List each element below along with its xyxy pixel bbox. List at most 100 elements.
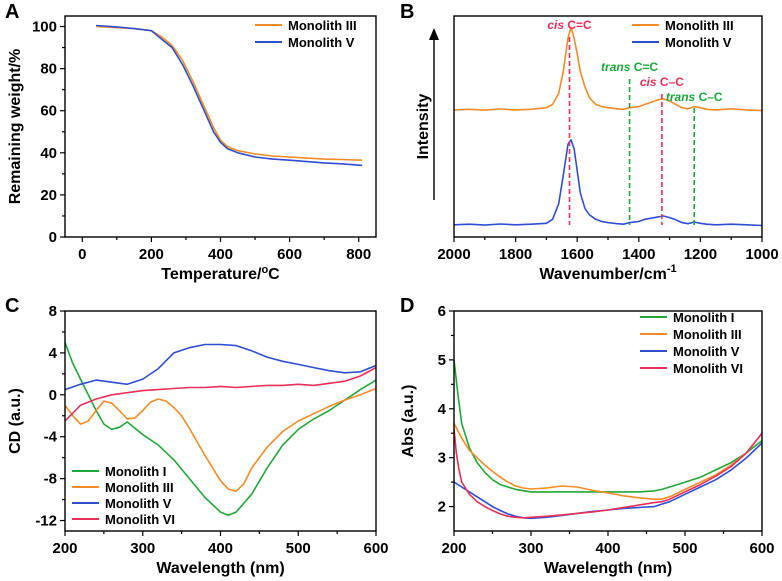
panel-c-series-monolith-i: [65, 342, 376, 517]
panel-d-x-tick-label: 500: [672, 540, 697, 557]
panel-c-y-tick-label: 8: [49, 303, 57, 320]
panel-c-y-tick-label: 0: [49, 387, 57, 404]
panel-d-y-tick-label: 4: [438, 401, 447, 418]
panel-a-series-group: [96, 24, 363, 167]
panel-a-legend-label: Monolith V: [288, 35, 355, 50]
panel-a-y-tick-label: 80: [40, 61, 57, 78]
panel-c-series-monolith-vi: [65, 366, 376, 422]
panel-b-annotation-label: trans C=C: [601, 60, 658, 74]
panel-d-y-tick-label: 3: [438, 450, 446, 467]
panel-d-y-tick-label: 2: [438, 499, 446, 516]
panel-d: D 200 300 400 500 600 2 3 4 5 6 Wavelength (nm) Abs …: [400, 295, 775, 577]
panel-c-y-tick-label: 4: [49, 345, 58, 362]
panel-c-y-tick-label: -4: [44, 429, 58, 446]
panel-d-x-tick-label: 300: [518, 540, 543, 557]
panel-a-x-tick-label: 400: [208, 246, 233, 263]
panel-b-x-tick-label: 1600: [561, 246, 594, 263]
panel-d-series-monolith-i: [454, 359, 762, 493]
panel-a-x-tick-label: 200: [139, 246, 164, 263]
panel-d-legend-label: Monolith V: [673, 344, 740, 359]
panel-a-y-tick-label: 40: [40, 145, 57, 162]
panel-b-annotation-italic: cis: [547, 18, 564, 32]
panel-b-x-tick-label: 1800: [499, 246, 532, 263]
panel-b-x-axis-title: Wavenumber/cm-1: [539, 263, 676, 283]
panel-a-x-axis-title: Temperature/oC: [161, 264, 280, 283]
panel-b-xlabel-base: Wavenumber/cm: [539, 266, 666, 283]
panel-c-legend-label: Monolith VI: [105, 512, 175, 527]
panel-d-legend-label: Monolith VI: [673, 361, 743, 376]
panel-b-series-monolith-v: [454, 139, 762, 227]
panel-b-x-tick-label: 1000: [745, 246, 778, 263]
panel-a-y-tick-label: 60: [40, 103, 57, 120]
panel-c-x-tick-label: 300: [130, 540, 155, 557]
panel-a-y-tick-label: 0: [49, 229, 57, 246]
panel-d-legend-label: Monolith III: [673, 327, 742, 342]
panel-a-xlabel-unit: C: [268, 266, 280, 283]
panel-a-letter: A: [5, 1, 19, 23]
panel-a-xlabel-degree: o: [261, 264, 268, 276]
panel-c-letter: C: [5, 295, 19, 317]
panel-d-x-tick-label: 400: [595, 540, 620, 557]
panel-a-x-tick-label: 800: [346, 246, 371, 263]
panel-c-x-tick-label: 400: [208, 540, 233, 557]
panel-b-annotation-rest: C=C: [564, 18, 592, 32]
panel-d-x-tick-label: 600: [749, 540, 774, 557]
panel-d-y-axis-title: Abs (a.u.): [400, 385, 417, 458]
intensity-arrow-head: [429, 28, 439, 40]
panel-d-series-monolith-v: [454, 442, 762, 520]
panel-c-y-tick-label: -8: [44, 471, 57, 488]
panel-b-annotation-italic: trans: [666, 90, 696, 104]
panel-d-legend-label: Monolith I: [673, 310, 734, 325]
panel-d-x-tick-label: 200: [441, 540, 466, 557]
panel-d-x-axis-title: Wavelength (nm): [544, 560, 672, 577]
panel-c-x-tick-label: 500: [286, 540, 311, 557]
panel-a-x-tick-label: 600: [277, 246, 302, 263]
panel-a-x-tick-label: 0: [78, 246, 86, 263]
panel-b-letter: B: [400, 1, 414, 23]
panel-c-x-tick-label: 200: [52, 540, 77, 557]
panel-b-annotation-rest: C=C: [630, 60, 658, 74]
panel-b-series-monolith-iii: [454, 26, 762, 112]
panel-d-series-monolith-iii: [454, 423, 762, 501]
panel-c-series-monolith-iii: [65, 387, 376, 493]
panel-b-y-axis-title: Intensity: [415, 94, 432, 160]
panel-a-y-axis-title: Remaining weight/%: [7, 49, 24, 205]
panel-c-y-axis-title: CD (a.u.): [7, 388, 24, 454]
panel-b-xlabel-sup: -1: [667, 263, 677, 275]
panel-b-legend-label: Monolith III: [665, 18, 734, 33]
panel-a-legend-label: Monolith III: [288, 18, 357, 33]
panel-a-series-monolith-v: [96, 24, 363, 167]
panel-b-series-group: [454, 26, 762, 227]
panel-d-series-group: [454, 359, 762, 520]
panel-c-x-tick-label: 600: [363, 540, 388, 557]
panel-a-y-tick-label: 20: [40, 187, 57, 204]
panel-b-annotation-label: trans C–C: [666, 90, 723, 104]
panel-c-series-monolith-v: [65, 343, 376, 391]
panel-d-letter: D: [400, 295, 414, 317]
panel-c-legend-label: Monolith I: [105, 464, 166, 479]
panel-a-xlabel-part: Temperature/: [161, 266, 262, 283]
panel-c-legend-label: Monolith V: [105, 496, 172, 511]
panel-d-y-tick-label: 6: [438, 303, 446, 320]
panel-c-y-tick-label: -12: [35, 513, 57, 530]
panel-b-annotation-italic: cis: [640, 75, 657, 89]
panel-b-annotation-italic: trans: [601, 60, 631, 74]
panel-b-annotation-label: cis C–C: [640, 75, 684, 89]
panel-c-series-group: [65, 342, 376, 517]
panel-a: A 0 200 400 600 800 0 20 40 60 80 100 Temperature/oC…: [5, 1, 377, 283]
panel-b-x-tick-label: 1200: [684, 246, 717, 263]
panel-b-legend-label: Monolith V: [665, 35, 732, 50]
panel-d-y-tick-label: 5: [438, 352, 446, 369]
panel-c: C 200 300 400 500 600 -12 -8 -4 0 4 8 Wavelength (nm…: [5, 295, 389, 577]
panel-b-x-tick-label: 1400: [622, 246, 655, 263]
panel-d-series-monolith-vi: [454, 428, 762, 519]
panel-b-annotation-rest: C–C: [657, 75, 685, 89]
panel-b-x-tick-label: 2000: [437, 246, 470, 263]
panel-b-annotation-rest: C–C: [695, 90, 723, 104]
panel-b-annotation-label: cis C=C: [547, 18, 592, 32]
panel-c-legend-label: Monolith III: [105, 480, 174, 495]
panel-c-x-axis-title: Wavelength (nm): [156, 560, 284, 577]
panel-a-y-tick-label: 100: [32, 19, 57, 36]
